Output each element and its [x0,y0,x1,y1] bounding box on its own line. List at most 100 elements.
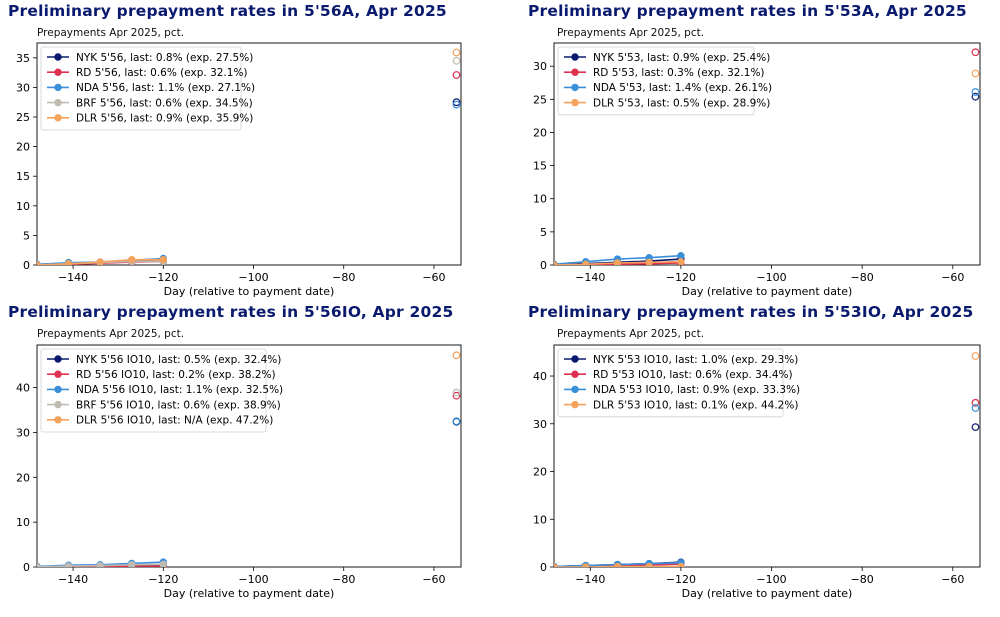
series-layer [37,48,461,265]
chart-subtitle: Prepayments Apr 2025, pct. [557,328,705,340]
data-point [128,561,136,567]
data-point [64,562,73,567]
data-point [582,260,590,265]
expected-rate-marker [971,352,980,360]
x-axis-label: Day (relative to payment date) [682,587,853,600]
legend-marker [54,114,62,122]
data-point [582,563,590,567]
legend-entry: NDA 5'53, last: 1.4% (exp. 26.1%) [593,82,772,94]
legend-entry: RD 5'53 IO10, last: 0.6% (exp. 34.4%) [593,369,793,381]
chart-panel-5-53io: Preliminary prepayment rates in 5'53IO, … [520,301,1000,606]
expected-rate-marker [452,98,461,107]
chart-subtitle: Prepayments Apr 2025, pct. [37,27,185,39]
data-point [64,260,73,265]
data-point [677,257,685,265]
expected-rate-marker [971,404,980,412]
data-point [159,560,167,567]
legend-box [40,348,267,433]
y-tick-label: 0 [23,561,30,574]
legend-marker [571,68,579,76]
legend-marker [571,53,579,61]
expected-rate-marker [971,423,980,432]
legend-entry: DLR 5'53 IO10, last: 0.1% (exp. 44.2%) [593,399,798,411]
x-tick-label: −60 [941,271,964,284]
legend-entry: NYK 5'53, last: 0.9% (exp. 25.4%) [593,52,770,64]
y-tick-label: 25 [16,111,30,124]
y-tick-label: 0 [540,561,547,574]
legend-entry: NDA 5'53 IO10, last: 0.9% (exp. 33.3%) [593,384,800,396]
y-tick-label: 30 [16,81,30,94]
legend-entry: BRF 5'56, last: 0.6% (exp. 34.5%) [76,97,253,109]
legend-entry: NYK 5'53 IO10, last: 1.0% (exp. 29.3%) [593,354,798,366]
legend-marker [54,355,62,363]
y-tick-label: 10 [16,200,30,213]
x-tick-label: −80 [851,271,874,284]
legend-entry: RD 5'53, last: 0.3% (exp. 32.1%) [593,67,765,79]
data-point [677,252,685,260]
y-tick-label: 10 [533,513,547,526]
y-tick-label: 20 [533,126,547,139]
legend-entry: NYK 5'56, last: 0.8% (exp. 27.5%) [76,52,253,64]
x-tick-label: −140 [58,573,88,586]
y-tick-label: 0 [540,259,547,272]
x-tick-label: −60 [941,573,964,586]
legend-marker [571,355,579,363]
chart-title: Preliminary prepayment rates in 5'56A, A… [8,2,447,20]
chart-plot-5-53a: −140 −120 −100 −80 −60 0 5 10 15 20 25 30 Day (relat… [533,42,981,298]
data-point [645,562,653,567]
expected-rate-marker [971,398,980,407]
chart-panel-5-53a: Preliminary prepayment rates in 5'53A, A… [520,0,1000,305]
x-axis-label: Day (relative to payment date) [682,285,853,298]
x-tick-label: −120 [666,271,696,284]
legend-entry: DLR 5'56, last: 0.9% (exp. 35.9%) [76,113,253,125]
data-point [677,562,685,567]
x-tick-label: −80 [332,573,355,586]
legend-marker [571,98,579,107]
legend-marker [54,385,62,394]
expected-rate-marker [971,48,980,57]
y-tick-label: 20 [16,471,30,484]
legend-marker [54,68,62,76]
x-tick-label: −120 [148,271,178,284]
series-layer [554,352,980,567]
data-point [37,261,41,265]
expected-rate-marker [452,391,461,400]
series-layer [37,351,461,567]
y-tick-label: 15 [533,160,547,173]
chart-plot-5-56io: −140 −120 −100 −80 −60 0 10 20 30 40 Day (relative… [16,344,462,600]
x-axis-label: Day (relative to payment date) [164,587,335,600]
chart-title: Preliminary prepayment rates in 5'53A, A… [528,2,967,20]
legend-box [40,46,242,131]
chart-plot-5-56a: −140 −120 −100 −80 −60 0 5 10 15 20 25 30 35 Day (rel… [16,42,462,298]
y-tick-label: 0 [23,259,30,272]
legend-box [557,348,784,418]
y-tick-label: 5 [23,229,30,242]
x-tick-label: −140 [575,573,605,586]
y-tick-label: 40 [16,382,30,395]
data-point [613,562,622,567]
expected-rate-marker [452,100,461,109]
x-tick-label: −140 [58,271,88,284]
data-point [96,561,104,567]
y-tick-label: 10 [16,516,30,529]
expected-rate-marker [971,88,980,96]
y-tick-label: 10 [533,193,547,206]
x-tick-label: −120 [148,573,178,586]
legend-entry: RD 5'56, last: 0.6% (exp. 32.1%) [76,67,248,79]
legend-marker [571,83,579,92]
expected-rate-marker [452,417,461,426]
chart-plot-5-53io: −140 −120 −100 −80 −60 0 10 20 30 40 Day (relative… [533,344,981,600]
y-tick-label: 20 [16,141,30,154]
x-axis-label: Day (relative to payment date) [164,285,335,298]
x-tick-label: −60 [422,271,445,284]
y-tick-label: 15 [16,170,30,183]
x-tick-label: −100 [238,573,268,586]
y-tick-label: 30 [533,60,547,73]
legend-marker [54,416,62,424]
expected-rate-marker [452,351,461,360]
chart-subtitle: Prepayments Apr 2025, pct. [37,328,185,340]
y-tick-label: 5 [540,226,547,239]
legend-entry: RD 5'56 IO10, last: 0.2% (exp. 38.2%) [76,369,276,381]
y-tick-label: 40 [533,370,547,383]
y-tick-label: 35 [16,52,30,65]
